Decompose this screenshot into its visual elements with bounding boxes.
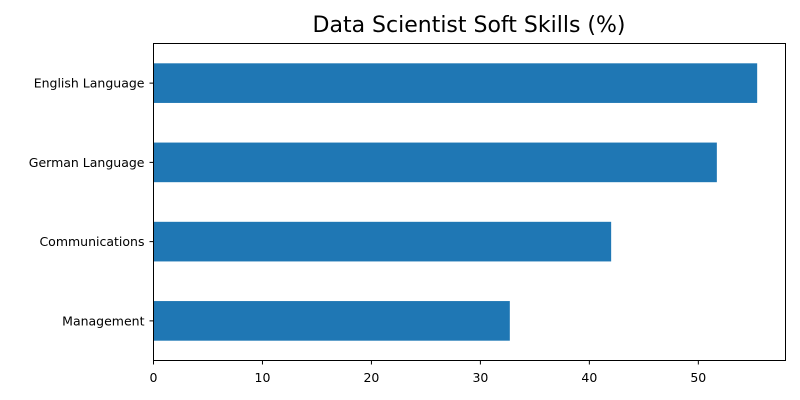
y-tick-label: English Language bbox=[34, 76, 145, 91]
bar-german-language bbox=[153, 142, 717, 183]
y-tick-label: German Language bbox=[29, 155, 145, 170]
x-tick-label: 50 bbox=[690, 370, 706, 385]
chart-title: Data Scientist Soft Skills (%) bbox=[312, 13, 626, 38]
plot-frame bbox=[153, 43, 786, 361]
x-tick-label: 0 bbox=[150, 370, 158, 385]
y-tick-label: Communications bbox=[39, 234, 144, 249]
x-tick-label: 40 bbox=[581, 370, 597, 385]
x-tick-label: 10 bbox=[255, 370, 271, 385]
x-axis: 0 10 20 30 40 50 bbox=[150, 360, 706, 385]
y-tick-label: Management bbox=[62, 313, 144, 328]
bar-management bbox=[153, 301, 510, 341]
y-axis: English Language German Language Communica… bbox=[29, 76, 154, 328]
bars-group bbox=[153, 63, 758, 341]
bar-english-language bbox=[153, 63, 758, 103]
bar-communications bbox=[153, 221, 612, 262]
x-tick-label: 20 bbox=[363, 370, 379, 385]
x-tick-label: 30 bbox=[472, 370, 488, 385]
